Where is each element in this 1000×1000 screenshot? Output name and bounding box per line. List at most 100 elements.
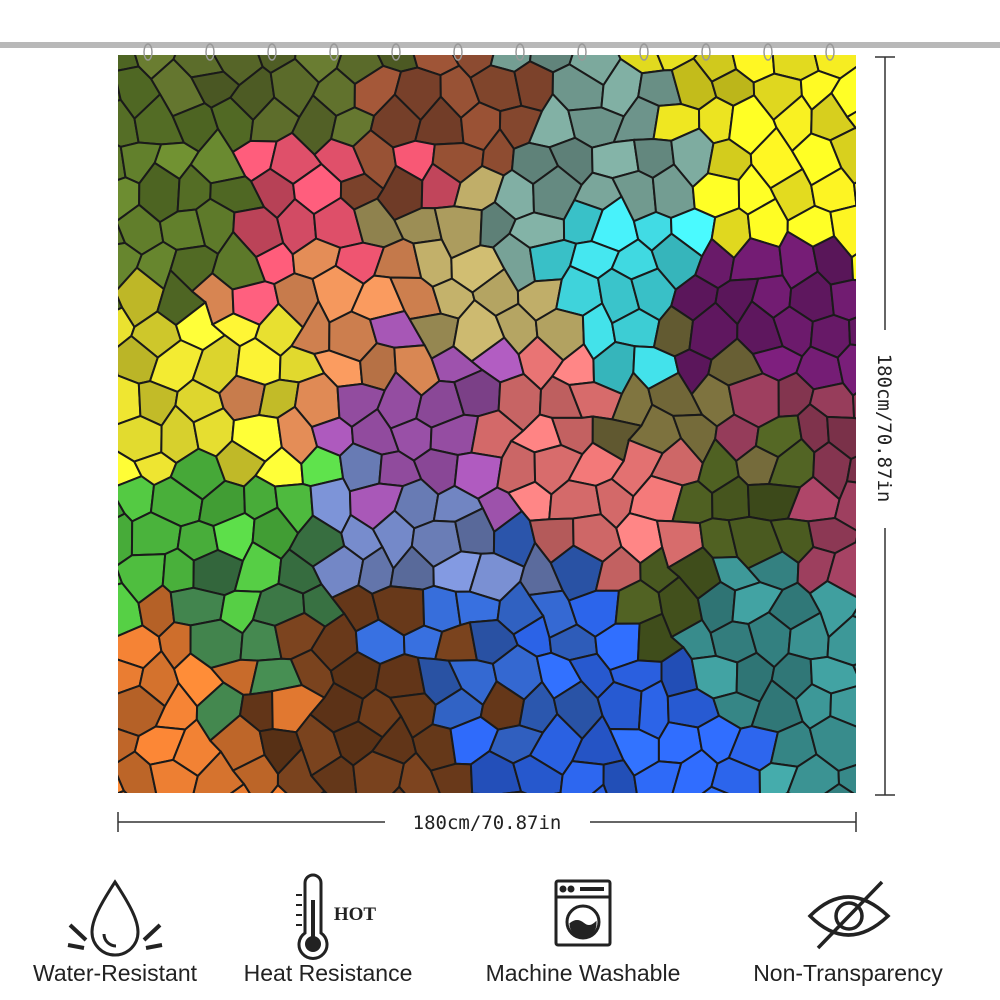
mosaic-tile	[867, 278, 913, 321]
mosaic-tile	[893, 450, 932, 493]
feature-label: Water-Resistant	[33, 960, 198, 986]
mosaic-tile	[867, 68, 915, 118]
mosaic-tile	[231, 824, 280, 867]
mosaic-tile	[590, 0, 631, 41]
curtain-ring	[639, 43, 649, 61]
mosaic-tile	[58, 168, 103, 219]
mosaic-tile	[873, 552, 910, 596]
mosaic-tile	[836, 829, 877, 872]
mosaic-tile	[914, 623, 953, 660]
mosaic-tile	[116, 0, 163, 47]
curtain-rings	[143, 43, 835, 61]
mosaic-tile	[551, 2, 595, 47]
mosaic-tile	[153, 0, 202, 40]
curtain-ring	[825, 43, 835, 61]
mosaic-tile	[61, 305, 101, 356]
mosaic-tile	[796, 0, 839, 44]
mosaic-tile	[118, 371, 119, 377]
mosaic-tile	[56, 658, 104, 697]
mosaic-tile	[391, 785, 406, 793]
curtain-ring	[205, 43, 215, 61]
mosaic-tile	[139, 798, 181, 834]
mosaic-tile	[352, 5, 404, 46]
mosaic-tile	[429, 762, 474, 793]
mosaic-tile	[229, 782, 251, 793]
mosaic-tile	[889, 579, 935, 624]
mosaic-tile	[311, 829, 359, 876]
mosaic-tile	[908, 689, 954, 730]
mosaic-tile	[118, 569, 124, 586]
mosaic-tile	[514, 0, 555, 42]
mosaic-tile	[890, 383, 934, 420]
mosaic-tile	[658, 797, 700, 836]
mosaic-tile	[400, 0, 437, 46]
mosaic-tile	[847, 316, 856, 347]
hot-label: HOT	[334, 904, 377, 925]
mosaic-tile	[888, 727, 937, 772]
mosaic-pattern	[52, 0, 962, 876]
mosaic-tile	[680, 824, 717, 866]
mosaic-tile	[74, 616, 114, 662]
mosaic-tile	[892, 172, 939, 212]
curtain-rod	[0, 42, 1000, 48]
mosaic-tile	[750, 818, 799, 868]
feature-label: Machine Washable	[486, 960, 681, 986]
mosaic-tile	[871, 135, 921, 177]
mosaic-tile	[52, 585, 98, 638]
mosaic-tile	[432, 0, 484, 48]
mosaic-tile	[58, 790, 103, 844]
mosaic-tile	[829, 278, 856, 322]
mosaic-tile	[270, 830, 311, 867]
mosaic-tile	[118, 774, 126, 793]
curtain-ring	[329, 43, 339, 61]
mosaic-tile	[192, 792, 196, 793]
mosaic-tile	[72, 0, 123, 48]
height-dimension	[875, 56, 895, 796]
curtain-ring	[453, 43, 463, 61]
mosaic-tile	[118, 83, 122, 102]
mosaic-tile	[845, 455, 856, 484]
curtain-ring	[391, 43, 401, 61]
mosaic-tile	[910, 553, 962, 593]
feature-label: Non-Transparency	[753, 960, 943, 986]
curtain-ring	[515, 43, 525, 61]
mosaic-tile	[591, 782, 608, 793]
mosaic-tile	[611, 797, 661, 843]
mosaic-tile	[233, 0, 277, 47]
mosaic-tile	[893, 106, 939, 144]
mosaic-tile	[118, 55, 140, 72]
mosaic-tile	[915, 340, 955, 394]
mosaic-tile	[896, 516, 940, 565]
thermometer-icon	[296, 873, 329, 960]
mosaic-tile	[478, 0, 514, 39]
mosaic-tile	[515, 829, 560, 865]
mosaic-tile	[889, 246, 940, 281]
mosaic-tile	[734, 796, 771, 843]
mosaic-tile	[118, 789, 128, 793]
mosaic-tile	[58, 34, 100, 84]
mosaic-tile	[852, 181, 856, 207]
mosaic-tile	[851, 608, 856, 619]
mosaic-tile	[872, 611, 918, 659]
mosaic-tile	[845, 110, 856, 130]
mosaic-tile	[53, 234, 97, 291]
mosaic-tile	[851, 392, 856, 420]
mosaic-tile	[597, 826, 641, 876]
mosaic-tile	[859, 795, 898, 836]
mosaic-tile	[914, 763, 959, 798]
mosaic-tile	[469, 827, 524, 876]
mosaic-tile	[64, 508, 105, 563]
mosaic-tile	[762, 0, 798, 36]
mosaic-tile	[870, 203, 918, 253]
mosaic-tile	[829, 685, 856, 728]
mosaic-tile	[118, 499, 127, 519]
mosaic-tile	[851, 663, 856, 675]
mosaic-tile	[870, 684, 917, 728]
mosaic-tile	[630, 0, 675, 42]
curtain-ring	[267, 43, 277, 61]
curtain-ring	[143, 43, 153, 61]
mosaic-tile	[892, 787, 941, 834]
mosaic-tile	[717, 820, 760, 875]
mosaic-tile	[917, 483, 956, 520]
